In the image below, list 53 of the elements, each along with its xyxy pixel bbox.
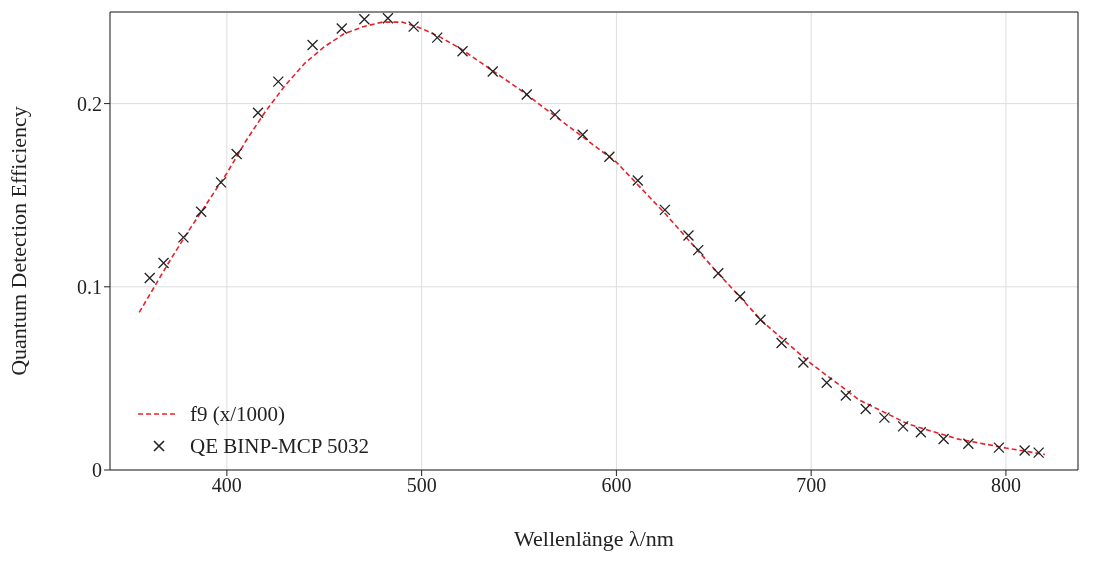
point — [230, 148, 243, 160]
legend-label: QE BINP-MCP 5032 — [190, 433, 369, 460]
line-series — [138, 21, 1046, 456]
point — [840, 389, 852, 402]
point — [1033, 446, 1045, 459]
y-tick-label: 0.2 — [77, 92, 102, 115]
point — [177, 231, 190, 243]
point — [603, 151, 616, 163]
point — [487, 65, 499, 78]
point — [692, 244, 704, 256]
point — [195, 206, 207, 218]
point — [937, 433, 950, 445]
y-tick-label: 0 — [92, 459, 102, 482]
x-axis-title: Wellenlänge λ/nm — [514, 525, 674, 551]
point — [382, 12, 394, 24]
point — [521, 88, 533, 101]
point — [754, 314, 767, 326]
point — [734, 290, 746, 303]
point — [456, 45, 469, 57]
point — [897, 420, 909, 433]
point — [878, 411, 891, 424]
point — [682, 229, 695, 242]
point — [549, 108, 561, 121]
point — [306, 39, 319, 51]
legend-label: f9 (x/1000) — [190, 401, 286, 428]
point — [860, 403, 872, 415]
x-tick-label: 400 — [211, 474, 242, 497]
point — [157, 257, 170, 269]
point — [431, 32, 443, 44]
x-tick-label: 500 — [406, 474, 437, 497]
point — [144, 272, 156, 284]
point — [272, 75, 284, 88]
point — [915, 426, 927, 438]
point — [659, 204, 671, 216]
point — [1018, 444, 1031, 457]
point — [962, 438, 974, 450]
point — [993, 442, 1005, 454]
x-tick-label: 700 — [796, 474, 827, 497]
point — [252, 107, 264, 119]
point — [336, 22, 348, 35]
point — [797, 356, 810, 369]
point — [215, 176, 227, 189]
point — [775, 337, 788, 349]
point — [407, 21, 420, 33]
point — [577, 129, 589, 141]
point — [821, 377, 833, 389]
point — [358, 13, 371, 25]
y-axis-title: Quantum Detection Efficiency — [5, 106, 31, 376]
x-tick-label: 800 — [990, 474, 1021, 497]
point — [712, 267, 724, 279]
x-tick-label: 600 — [601, 474, 632, 497]
point — [632, 174, 644, 187]
y-tick-label: 0.1 — [77, 275, 102, 298]
